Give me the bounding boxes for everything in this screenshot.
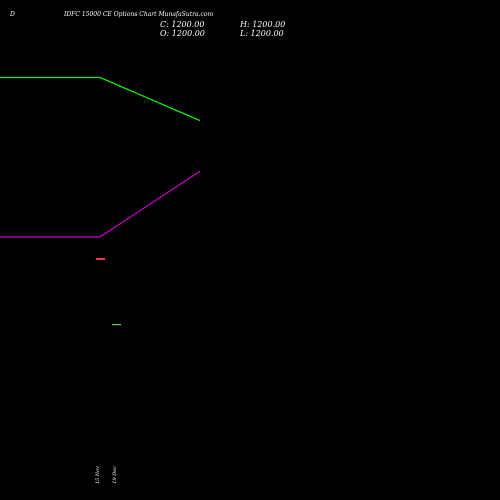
candle-green [112,324,121,326]
x-tick-label: 15 Nov [95,466,101,484]
candle-red [96,258,105,260]
x-tick-label: 19 Dec [112,466,118,484]
high-value: H: 1200.00 [240,20,286,29]
low-value: L: 1200.00 [240,29,284,38]
chart-title: IDFC 15000 CE Options Chart MunafaSutra.… [64,11,214,18]
corner-label: D [10,11,15,18]
close-value: C: 1200.00 [160,20,205,29]
upper-line [0,76,201,122]
open-value: O: 1200.00 [160,29,205,38]
lower-line [0,170,201,238]
